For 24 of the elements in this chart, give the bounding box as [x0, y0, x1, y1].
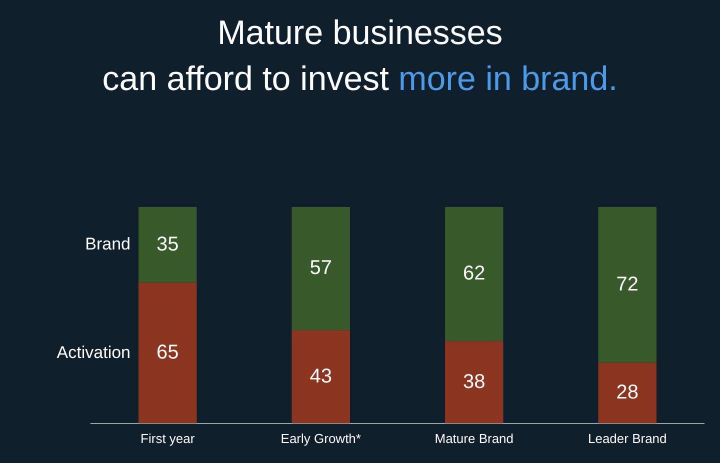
bar	[445, 341, 504, 424]
bar	[292, 330, 350, 424]
chart-title: Mature businesses	[216, 13, 504, 54]
bar	[598, 362, 656, 424]
chart-subtitle: can afford to invest more in brand.	[102, 60, 618, 98]
data-label: 57	[310, 257, 332, 280]
x-tick-label: Leader Brand	[588, 430, 667, 446]
series-label: Activation	[56, 342, 131, 362]
data-label: 43	[310, 365, 332, 388]
x-tick-label: First year	[140, 430, 196, 446]
data-label: 28	[616, 382, 638, 404]
bar	[445, 207, 504, 342]
x-tick-label: Mature Brand	[434, 430, 514, 446]
data-label: 72	[616, 273, 638, 296]
bar	[138, 207, 197, 283]
bar	[598, 207, 656, 363]
x-tick-label: Early Growth*	[280, 430, 361, 446]
bar	[292, 207, 350, 330]
bar	[138, 282, 197, 424]
data-label: 35	[156, 233, 179, 256]
data-label: 62	[463, 262, 486, 285]
data-label: 65	[156, 342, 179, 364]
series-label: Brand	[85, 234, 131, 254]
data-label: 38	[463, 370, 486, 393]
